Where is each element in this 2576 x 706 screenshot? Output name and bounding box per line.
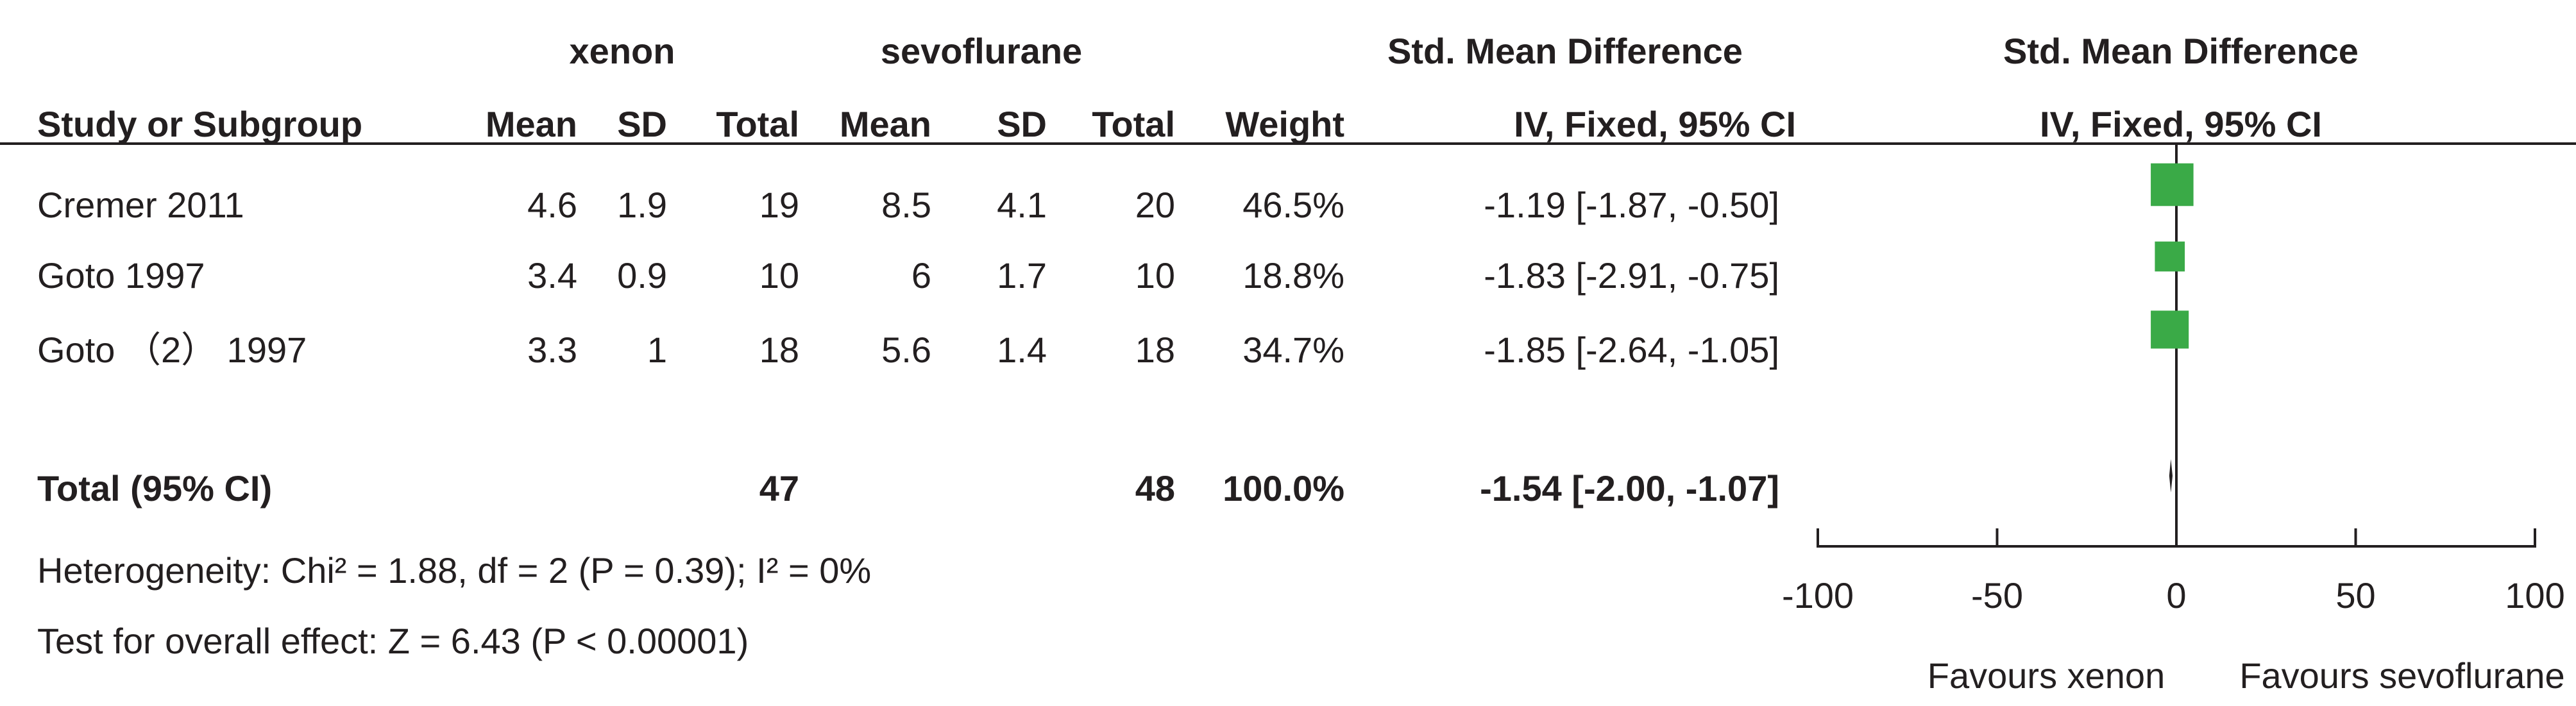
x-tick-label: 0 [2166,575,2186,616]
ci-cell: -1.83 [-2.91, -0.75] [1484,255,1779,296]
mean2-cell: 5.6 [881,330,931,370]
favours-right-label: Favours sevoflurane [2239,655,2565,696]
ci-cell: -1.19 [-1.87, -0.50] [1484,185,1779,225]
study-name: Goto 1997 [37,255,205,296]
weight-header: Weight [1225,104,1344,144]
favours-left-label: Favours xenon [1927,655,2165,696]
group2-header: sevoflurane [880,31,1083,71]
study-name: Cremer 2011 [37,185,244,225]
total2-sum: 48 [1135,468,1175,508]
sd1-header: SD [617,104,667,144]
total1-cell: 10 [759,255,799,296]
ci-cell: -1.85 [-2.64, -1.05] [1484,330,1779,370]
sd1-cell: 1 [647,330,667,370]
study-marker [2155,241,2185,272]
total-label: Total (95% CI) [37,468,273,508]
total2-header: Total [1092,104,1175,144]
total2-cell: 18 [1135,330,1175,370]
mean1-header: Mean [485,104,577,144]
mean1-cell: 3.4 [527,255,577,296]
weight-cell: 34.7% [1242,330,1344,370]
group1-header: xenon [569,31,675,71]
mean2-header: Mean [839,104,931,144]
weight-cell: 46.5% [1242,185,1344,225]
plot-title: Std. Mean Difference [2003,31,2359,71]
total1-cell: 18 [759,330,799,370]
sd1-cell: 0.9 [617,255,667,296]
plot-method: IV, Fixed, 95% CI [2040,104,2322,144]
sd2-cell: 1.4 [997,330,1047,370]
total2-cell: 20 [1135,185,1175,225]
mean2-cell: 8.5 [881,185,931,225]
total1-cell: 19 [759,185,799,225]
study-name: Goto （2） 1997 [37,330,307,370]
study-marker [2151,310,2189,349]
study-column-header: Study or Subgroup [37,104,363,144]
overall-effect-text: Test for overall effect: Z = 6.43 (P < 0… [37,621,749,661]
x-tick-label: 50 [2335,575,2375,616]
effect-method: IV, Fixed, 95% CI [1514,104,1796,144]
total1-sum: 47 [759,468,799,508]
mean1-cell: 4.6 [527,185,577,225]
sd2-header: SD [997,104,1047,144]
mean2-cell: 6 [911,255,931,296]
sd2-cell: 4.1 [997,185,1047,225]
sd1-cell: 1.9 [617,185,667,225]
summary-diamond [2169,459,2173,492]
weight-cell: 18.8% [1242,255,1344,296]
x-tick-label: 100 [2505,575,2564,616]
x-tick-label: -50 [1971,575,2023,616]
effect-title: Std. Mean Difference [1387,31,1743,71]
x-tick-label: -100 [1782,575,1854,616]
total-weight: 100.0% [1223,468,1344,508]
sd2-cell: 1.7 [997,255,1047,296]
total-ci: -1.54 [-2.00, -1.07] [1480,468,1779,508]
heterogeneity-text: Heterogeneity: Chi² = 1.88, df = 2 (P = … [37,550,872,591]
total2-cell: 10 [1135,255,1175,296]
study-marker [2151,163,2194,206]
total1-header: Total [716,104,799,144]
mean1-cell: 3.3 [527,330,577,370]
